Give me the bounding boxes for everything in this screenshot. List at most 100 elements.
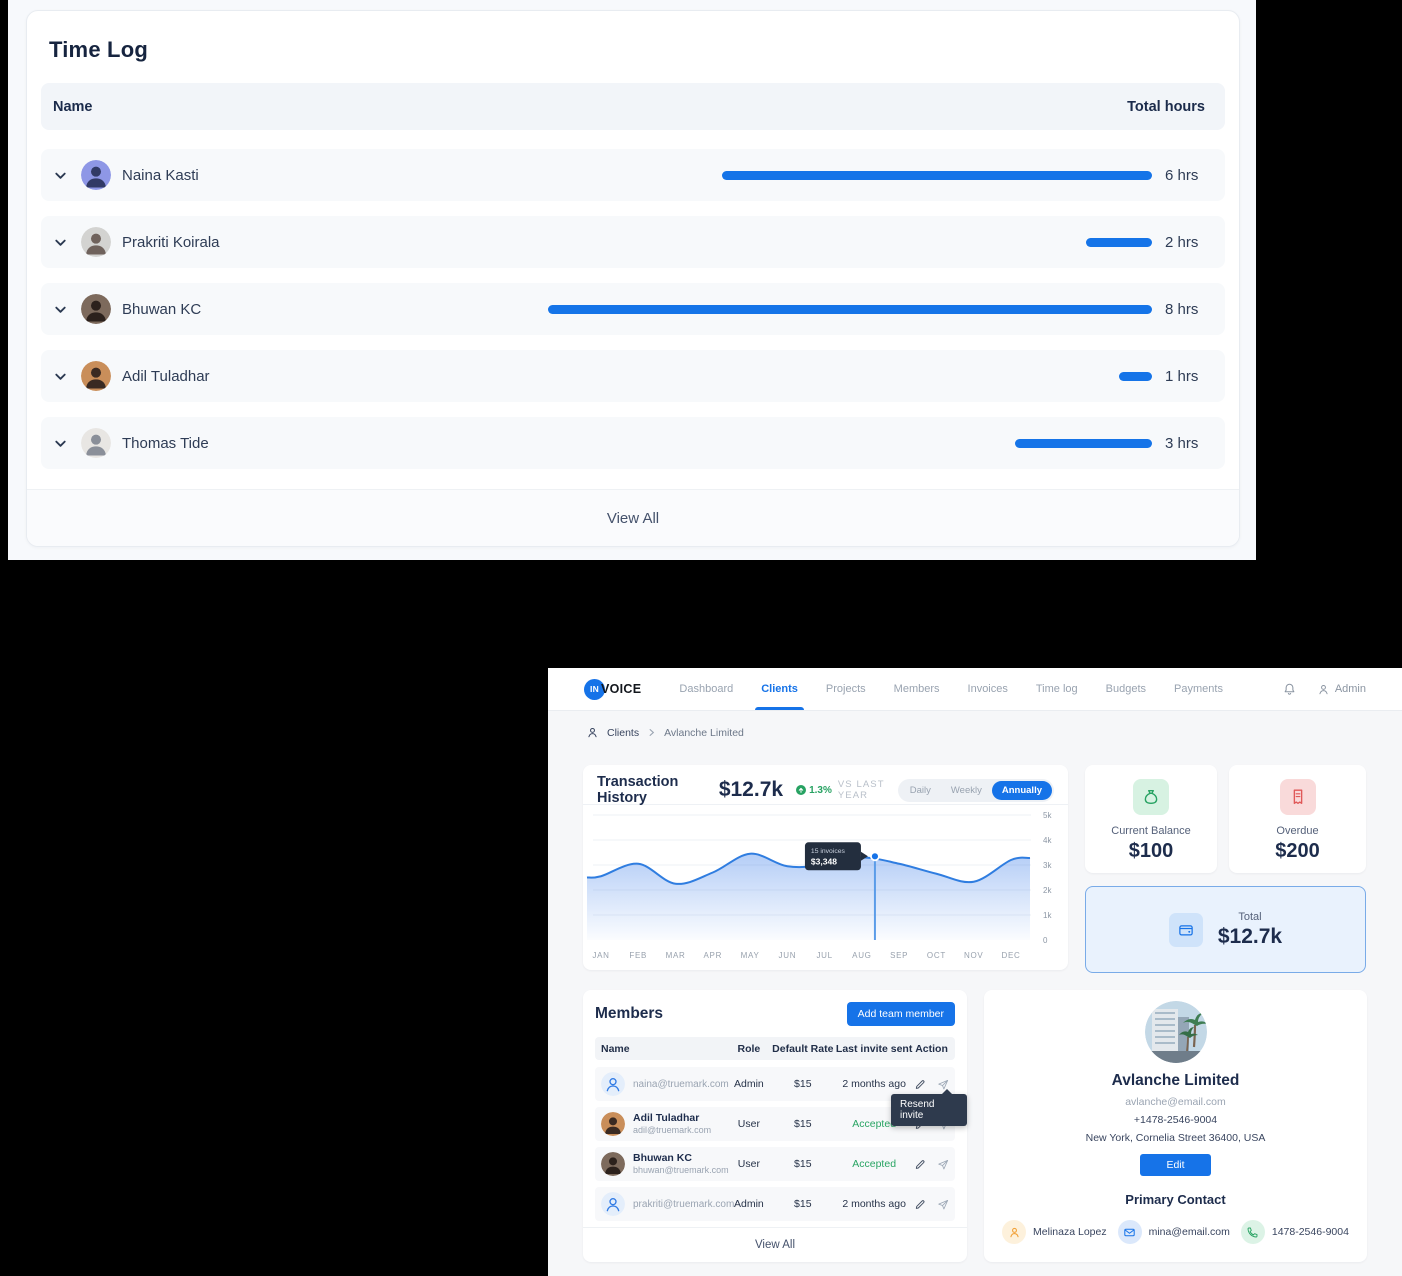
navbar: IN VOICE Dashboard Clients Projects Memb… [548, 668, 1402, 711]
transaction-card: Transaction History $12.7k 1.3% VS LAST … [583, 765, 1068, 970]
nav-item-dashboard[interactable]: Dashboard [679, 683, 734, 695]
delta-caption: VS LAST YEAR [837, 779, 885, 801]
envelope-icon [1117, 1220, 1142, 1244]
month-label: OCT [927, 951, 946, 960]
timelog-row[interactable]: Adil Tuladhar 1 hrs [41, 350, 1225, 402]
col-rate: Default Rate [772, 1042, 834, 1055]
month-label: MAY [741, 951, 760, 960]
col-action: Action [915, 1042, 948, 1055]
month-label: FEB [629, 951, 647, 960]
timelog-row[interactable]: Bhuwan KC 8 hrs [41, 283, 1225, 335]
delta-value: 1.3% [809, 784, 832, 796]
person-icon [1002, 1220, 1027, 1244]
nav-items: Dashboard Clients Projects Members Invoi… [679, 668, 1223, 710]
member-email: adil@truemark.com [633, 1124, 712, 1135]
breadcrumb-current: Avlanche Limited [664, 726, 744, 739]
phone-icon [1240, 1220, 1265, 1244]
admin-label: Admin [1334, 683, 1366, 695]
chevron-down-icon[interactable] [53, 436, 68, 451]
timelog-rows: Naina Kasti 6 hrs Prakriti Koirala 2 hrs… [41, 149, 1225, 469]
bell-icon[interactable] [1282, 682, 1297, 697]
timelog-row[interactable]: Prakriti Koirala 2 hrs [41, 216, 1225, 268]
month-label: SEP [890, 951, 908, 960]
tooltip-line2: $3,348 [811, 856, 837, 866]
member-row: Bhuwan KC bhuwan@truemark.com User $15 A… [595, 1147, 955, 1181]
member-name: Thomas Tide [122, 434, 209, 452]
avatar [601, 1112, 625, 1136]
nav-item-payments[interactable]: Payments [1174, 683, 1223, 695]
nav-item-members[interactable]: Members [893, 683, 940, 695]
hours-label: 6 hrs [1165, 166, 1199, 184]
range-option-weekly[interactable]: Weekly [950, 784, 982, 796]
nav-item-projects[interactable]: Projects [825, 683, 866, 695]
timelog-row[interactable]: Naina Kasti 6 hrs [41, 149, 1225, 201]
breadcrumb-clients-link[interactable]: Clients [607, 726, 640, 739]
range-option-annually[interactable]: Annually [991, 780, 1052, 800]
pencil-icon[interactable] [914, 1078, 926, 1091]
paper-plane-icon[interactable] [937, 1078, 949, 1091]
month-label: MAR [666, 951, 686, 960]
overdue-card: Overdue $200 [1229, 765, 1366, 873]
chevron-down-icon[interactable] [53, 302, 68, 317]
members-title: Members [595, 1005, 664, 1022]
paper-plane-icon[interactable] [937, 1198, 949, 1211]
chart-tooltip-pointer [860, 851, 868, 861]
pencil-icon[interactable] [914, 1158, 926, 1171]
nav-item-clients[interactable]: Clients [755, 668, 804, 710]
contact-phone[interactable]: 1478-2546-9004 [1240, 1220, 1349, 1244]
person-icon [1319, 684, 1328, 694]
client-address: New York, Cornelia Street 36400, USA [1085, 1132, 1266, 1144]
money-bag-icon [1133, 779, 1169, 815]
nav-item-budgets[interactable]: Budgets [1105, 683, 1147, 695]
admin-menu[interactable]: Admin [1317, 683, 1366, 696]
edit-button[interactable]: Edit [1140, 1154, 1211, 1176]
resend-invite-tooltip: Resend invite [891, 1089, 967, 1126]
avatar [81, 361, 111, 391]
month-label: JAN [592, 951, 609, 960]
contact-email[interactable]: mina@email.com [1117, 1220, 1230, 1244]
view-all-button[interactable]: View All [27, 489, 1239, 546]
contact-phone-value: 1478-2546-9004 [1271, 1226, 1349, 1238]
timelog-row[interactable]: Thomas Tide 3 hrs [41, 417, 1225, 469]
delta-badge: 1.3% [796, 785, 832, 796]
hours-label: 3 hrs [1165, 434, 1199, 452]
transaction-header: Transaction History $12.7k 1.3% VS LAST … [583, 765, 1068, 806]
chevron-down-icon[interactable] [53, 235, 68, 250]
members-card: Members Add team member Name Role Defaul… [583, 990, 967, 1262]
chevron-right-icon [649, 729, 655, 736]
hours-label: 2 hrs [1165, 233, 1199, 251]
nav-item-timelog[interactable]: Time log [1035, 683, 1078, 695]
client-name: Avlanche Limited [1111, 1072, 1240, 1089]
members-view-all-button[interactable]: View All [583, 1227, 967, 1262]
person-icon [588, 727, 597, 738]
logo[interactable]: IN VOICE [584, 678, 641, 700]
avatar-placeholder-icon [601, 1192, 625, 1216]
hours-bar [1119, 371, 1152, 381]
logo-icon: IN [584, 678, 605, 700]
chevron-down-icon[interactable] [53, 369, 68, 384]
hours-bar [548, 304, 1152, 314]
member-role: Admin [734, 1198, 764, 1210]
pencil-icon[interactable] [914, 1198, 926, 1211]
nav-item-invoices[interactable]: Invoices [967, 683, 1008, 695]
range-option-daily[interactable]: Daily [909, 784, 931, 796]
add-team-member-button[interactable]: Add team member [846, 1002, 955, 1026]
member-rate: $15 [794, 1198, 812, 1210]
member-email: naina@truemark.com [633, 1078, 729, 1090]
chart-area [587, 853, 1030, 940]
chart-tooltip [804, 842, 861, 871]
total-text: Total $12.7k [1218, 911, 1282, 949]
ytick-label: 1k [1043, 911, 1052, 920]
ytick-label: 5k [1043, 811, 1052, 820]
paper-plane-icon[interactable] [937, 1158, 949, 1171]
col-name: Name [601, 1042, 630, 1055]
ytick-label: 4k [1043, 836, 1052, 845]
area-chart[interactable]: 0 1k 2k 3k 4k 5k JAN FEB MAR APR MAY JUN JUL AUG SEP OC… [583, 809, 1068, 970]
avatar [601, 1152, 625, 1176]
col-role: Role [737, 1042, 761, 1055]
transaction-chart[interactable]: 0 1k 2k 3k 4k 5k JAN FEB MAR APR MAY JUN JUL AUG SEP OC… [583, 809, 1068, 970]
chevron-down-icon[interactable] [53, 168, 68, 183]
month-label: JUN [779, 951, 797, 960]
delta-up-icon [796, 785, 807, 795]
